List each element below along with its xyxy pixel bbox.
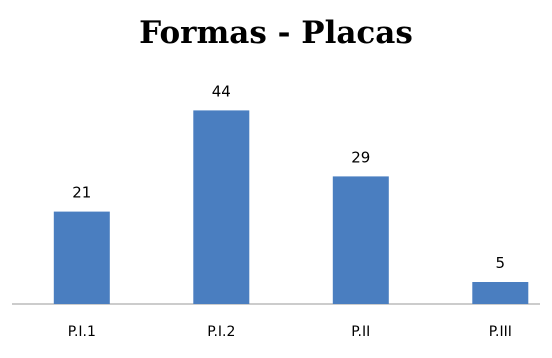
category-label: P.I.2 <box>207 324 235 340</box>
bars-group <box>53 110 529 305</box>
data-label: 44 <box>212 82 231 100</box>
data-labels-group: 21 44 29 5 <box>72 82 505 272</box>
category-label: P.II <box>351 324 370 340</box>
bar-pii <box>332 176 389 304</box>
category-labels-group: P.I.1 P.I.2 P.II P.III <box>68 324 512 340</box>
chart-title: Formas - Placas <box>139 15 413 51</box>
data-label: 5 <box>496 254 506 272</box>
data-label: 21 <box>72 184 91 202</box>
bar-pi2 <box>193 110 250 305</box>
data-label: 29 <box>351 148 370 166</box>
bar-pi1 <box>53 211 110 304</box>
category-label: P.I.1 <box>68 324 96 340</box>
bar-piii <box>472 282 529 304</box>
category-label: P.III <box>489 324 512 340</box>
